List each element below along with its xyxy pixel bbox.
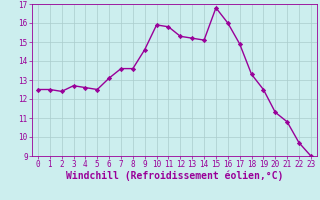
- X-axis label: Windchill (Refroidissement éolien,°C): Windchill (Refroidissement éolien,°C): [66, 171, 283, 181]
